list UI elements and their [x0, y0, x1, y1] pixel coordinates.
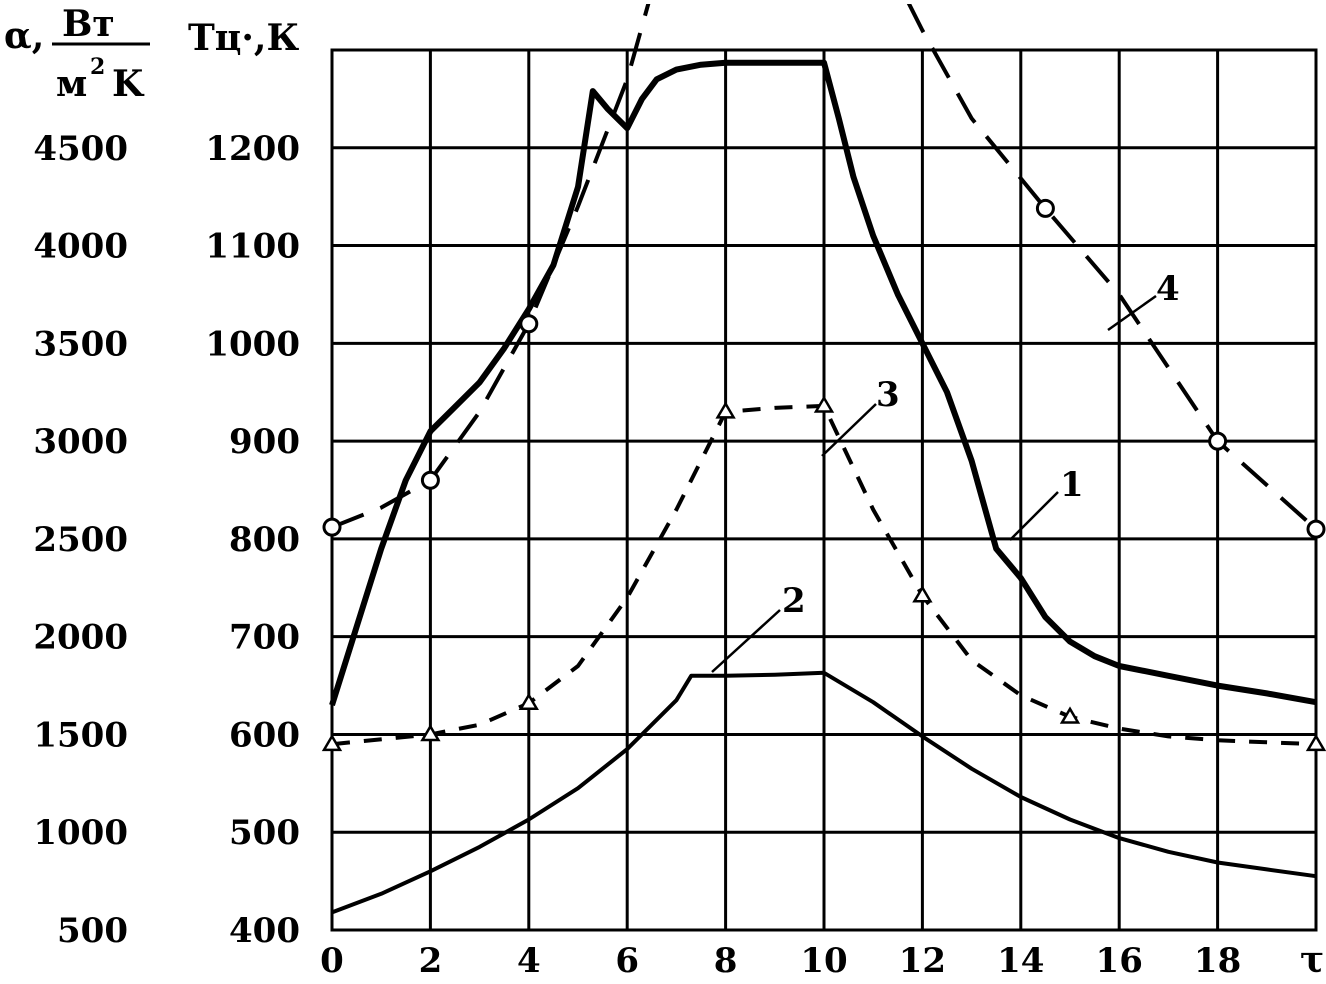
- alpha-tick-label: 1500: [33, 715, 128, 755]
- alpha-unit-tail: K: [112, 63, 145, 105]
- alpha-tick-label: 4500: [33, 129, 128, 169]
- alpha-tick-label: 2000: [33, 618, 128, 658]
- series-3-point: [1305, 733, 1326, 752]
- series-3-point: [321, 733, 343, 752]
- series-4-point: [1208, 431, 1228, 451]
- x-tick-label: 2: [419, 941, 443, 981]
- alpha-unit-denominator: м: [56, 63, 87, 105]
- curve-label-4: 4: [1156, 269, 1180, 309]
- series-3-line: [331, 403, 1317, 747]
- annotation-leader-4: [1107, 294, 1157, 332]
- x-tick-label: 16: [1096, 941, 1143, 981]
- annotation-group: 1 2 3 4: [711, 269, 1180, 673]
- series-1-line: [329, 59, 1317, 707]
- t-tick-label: 500: [229, 813, 300, 853]
- series-4-line: [331, 4, 1318, 531]
- series-2-line: [331, 670, 1317, 915]
- t-tick-label: 1200: [205, 129, 300, 169]
- series-3-point: [1059, 706, 1081, 724]
- series-3-point: [518, 692, 539, 711]
- series-3-point: [715, 401, 736, 419]
- x-axis-title: τ: [1300, 939, 1324, 981]
- t-tick-label: 1000: [205, 324, 300, 364]
- annotation-leader-2: [711, 609, 781, 673]
- alpha-tick-label: 500: [57, 911, 128, 951]
- x-tick-label: 0: [320, 941, 344, 981]
- series-4-point: [1306, 519, 1326, 539]
- grid: [330, 48, 1318, 932]
- curve-label-2: 2: [782, 581, 806, 621]
- curve-label-1: 1: [1060, 465, 1084, 505]
- t-tick-label: 400: [229, 911, 300, 951]
- alpha-axis-title: α, Вт м 2 K: [4, 3, 150, 105]
- alpha-tick-label: 3500: [33, 324, 128, 364]
- alpha-unit-superscript: 2: [90, 54, 105, 80]
- t-tick-label: 1100: [205, 227, 300, 267]
- alpha-tick-label: 4000: [33, 227, 128, 267]
- series-group: [329, 4, 1318, 915]
- alpha-unit-numerator: Вт: [62, 3, 115, 45]
- series-3-point: [813, 395, 835, 413]
- tick-labels: 0 2 4 6 8 10 12 14 16 184005006007008009001000110…: [33, 129, 1241, 981]
- t-axis-title: Tц·,К: [188, 17, 299, 59]
- curve-label-3: 3: [876, 375, 900, 415]
- alpha-tick-label: 2500: [33, 520, 128, 560]
- x-tick-label: 8: [714, 941, 738, 981]
- series-3-point: [912, 585, 933, 603]
- x-tick-label: 4: [517, 941, 541, 981]
- annotation-leader-1: [1009, 491, 1059, 541]
- alpha-tick-label: 3000: [33, 422, 128, 462]
- x-tick-label: 18: [1194, 941, 1241, 981]
- series-3-point: [420, 723, 441, 742]
- series-4-point: [322, 517, 342, 537]
- x-tick-label: 14: [997, 941, 1044, 981]
- t-tick-label: 700: [229, 618, 300, 658]
- t-tick-label: 800: [229, 520, 300, 560]
- t-tick-label: 900: [229, 422, 300, 462]
- series-4-point: [1035, 198, 1055, 218]
- annotation-leader-3: [821, 403, 877, 457]
- alpha-tick-label: 1000: [33, 813, 128, 853]
- x-tick-label: 10: [800, 941, 847, 981]
- x-tick-label: 12: [899, 941, 946, 981]
- series-4-point: [519, 314, 539, 334]
- series-4-point: [420, 470, 440, 490]
- marker-group: [321, 198, 1326, 752]
- x-tick-label: 6: [615, 941, 639, 981]
- t-tick-label: 600: [229, 715, 300, 755]
- alpha-symbol: α,: [4, 15, 44, 57]
